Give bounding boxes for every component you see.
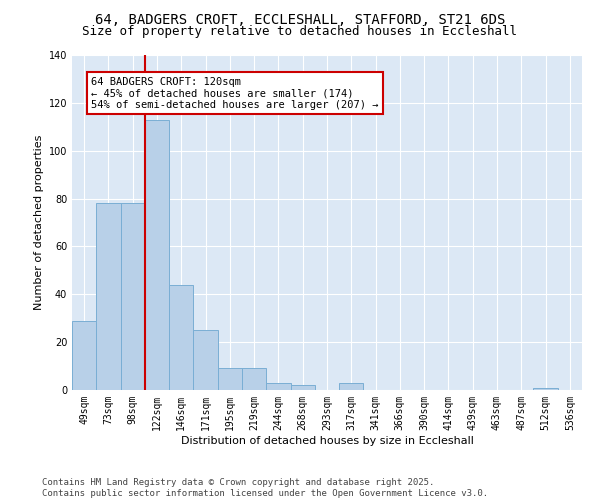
Text: 64 BADGERS CROFT: 120sqm
← 45% of detached houses are smaller (174)
54% of semi-: 64 BADGERS CROFT: 120sqm ← 45% of detach… bbox=[91, 76, 379, 110]
Bar bbox=[72, 320, 96, 390]
Bar bbox=[290, 385, 315, 390]
Bar bbox=[218, 368, 242, 390]
Text: Contains HM Land Registry data © Crown copyright and database right 2025.
Contai: Contains HM Land Registry data © Crown c… bbox=[42, 478, 488, 498]
Bar bbox=[266, 383, 290, 390]
Text: Size of property relative to detached houses in Eccleshall: Size of property relative to detached ho… bbox=[83, 25, 517, 38]
Bar bbox=[339, 383, 364, 390]
Bar bbox=[242, 368, 266, 390]
Bar bbox=[96, 204, 121, 390]
X-axis label: Distribution of detached houses by size in Eccleshall: Distribution of detached houses by size … bbox=[181, 436, 473, 446]
Bar bbox=[533, 388, 558, 390]
Bar bbox=[169, 284, 193, 390]
Bar bbox=[145, 120, 169, 390]
Text: 64, BADGERS CROFT, ECCLESHALL, STAFFORD, ST21 6DS: 64, BADGERS CROFT, ECCLESHALL, STAFFORD,… bbox=[95, 12, 505, 26]
Y-axis label: Number of detached properties: Number of detached properties bbox=[34, 135, 44, 310]
Bar bbox=[193, 330, 218, 390]
Bar bbox=[121, 204, 145, 390]
